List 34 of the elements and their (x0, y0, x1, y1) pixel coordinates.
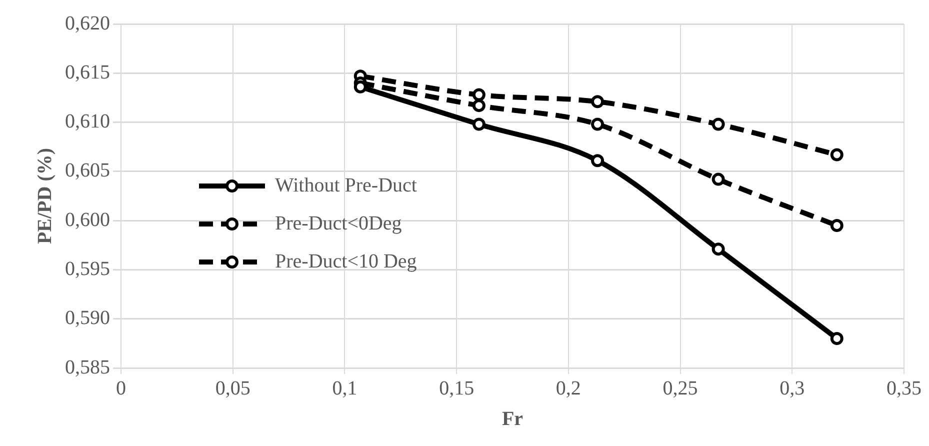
point (712, 172, 725, 186)
legend-label: Pre-Duct<0Deg (275, 212, 402, 234)
y-tick-label: 0,585 (65, 356, 110, 378)
y-tick-label: 0,590 (65, 307, 110, 330)
x-tick-label: 0,05 (215, 377, 250, 400)
point (354, 80, 367, 94)
y-tick-label: 0,610 (65, 110, 110, 133)
point (472, 99, 486, 112)
x-tick-label: 0,25 (662, 377, 698, 400)
point (712, 118, 725, 131)
legend-label: Pre-Duct<10 Deg (275, 250, 417, 272)
y-tick-label: 0,620 (65, 12, 110, 34)
point (712, 242, 725, 256)
x-axis-title: Fr (502, 408, 524, 430)
point (591, 154, 604, 168)
x-tick-label: 0 (116, 377, 126, 400)
point (472, 88, 486, 102)
legend-label: Without Pre-Duct (275, 174, 418, 196)
y-tick-label: 0,605 (65, 160, 110, 182)
y-axis-title: PE/PD (%) (34, 148, 56, 244)
x-tick-label: 0,2 (556, 377, 581, 400)
point (830, 148, 844, 162)
point (591, 95, 604, 108)
point (591, 118, 604, 131)
y-tick-label: 0,615 (65, 61, 110, 84)
point (472, 118, 486, 131)
x-tick-label: 0,3 (780, 377, 805, 400)
y-tick-label: 0,595 (65, 258, 110, 280)
x-tick-label: 0,1 (332, 377, 358, 400)
point (830, 218, 844, 232)
x-tick-label: 0,35 (886, 377, 922, 400)
point (830, 332, 844, 346)
x-tick-label: 0,15 (439, 377, 474, 400)
y-tick-label: 0,600 (65, 208, 110, 231)
